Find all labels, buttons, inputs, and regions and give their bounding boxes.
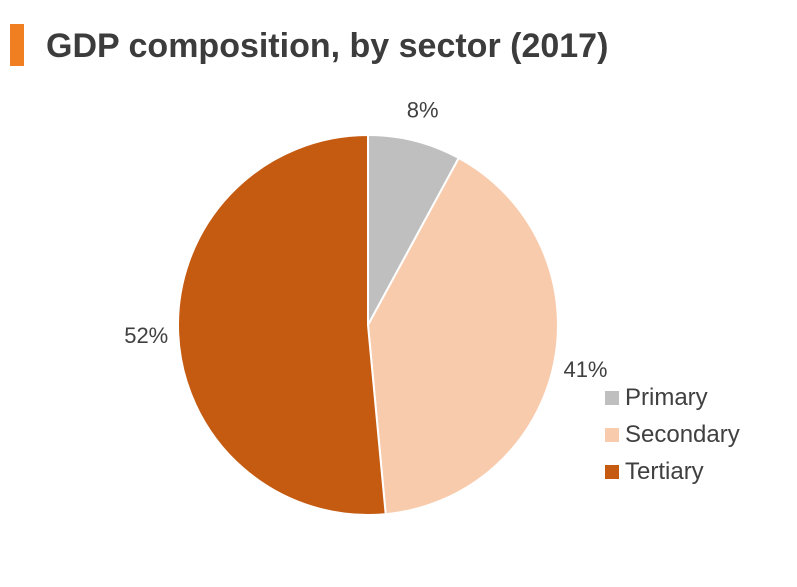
- legend-label-tertiary: Tertiary: [625, 457, 704, 485]
- legend-swatch-secondary: [605, 427, 619, 442]
- pie-slice-primary: [367, 133, 461, 326]
- legend-item-primary: Primary: [605, 379, 740, 416]
- legend-swatch-tertiary: [605, 464, 619, 479]
- pie-slice-secondary: [366, 156, 559, 516]
- pie-label-primary: 8%: [407, 97, 439, 122]
- chart-title: GDP composition, by sector (2017): [46, 27, 609, 65]
- title-accent-bar: [10, 24, 24, 66]
- legend-item-secondary: Secondary: [605, 416, 740, 453]
- pie-label-tertiary: 52%: [124, 323, 168, 348]
- legend: Primary Secondary Tertiary: [605, 379, 740, 490]
- legend-label-secondary: Secondary: [625, 420, 740, 448]
- pie-slices: [177, 133, 559, 516]
- pie-label-secondary: 41%: [563, 357, 607, 382]
- pie-slice-tertiary: [177, 133, 387, 516]
- legend-label-primary: Primary: [625, 383, 708, 411]
- legend-item-tertiary: Tertiary: [605, 453, 740, 490]
- legend-swatch-primary: [605, 390, 619, 405]
- pie-labels: 8% 41% 52%: [124, 97, 607, 382]
